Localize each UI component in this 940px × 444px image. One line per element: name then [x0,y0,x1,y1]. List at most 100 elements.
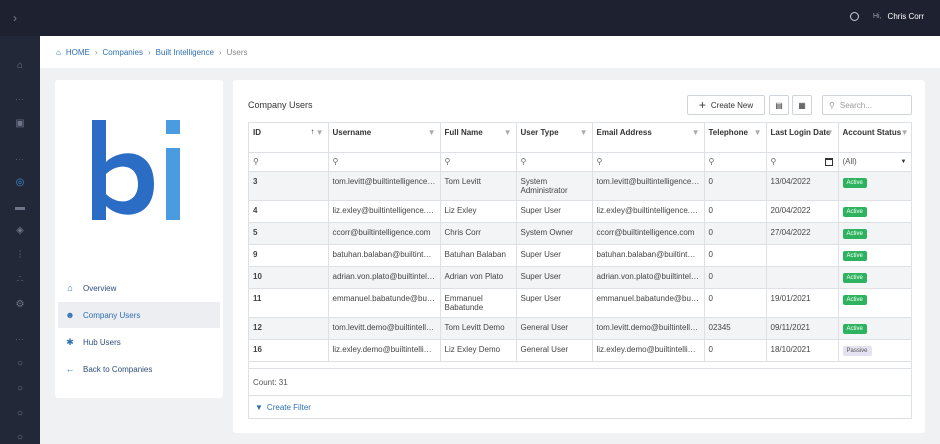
menu-item-label: Company Users [83,310,141,320]
filter-cell-user-type[interactable]: ⚲ [516,152,593,172]
menu-item-back-to-companies[interactable]: ← Back to Companies [58,356,220,382]
sort-asc-icon[interactable]: ↑ [310,127,315,136]
row-count: Count: 31 [248,369,912,396]
gear-icon[interactable]: ⚙ [15,299,25,310]
users-panel: Company Users + Create New ▤ ▦ ⚲ Search.… [233,80,925,433]
filter-icon[interactable]: ▼ [503,128,512,137]
image-icon[interactable]: ▣ [15,118,25,129]
network-icon[interactable]: ∴ [16,274,24,285]
table-row[interactable]: 11emmanuel.babatunde@builtintelligence.c… [249,288,911,318]
home-icon[interactable]: ⌂ [56,47,61,57]
user-menu[interactable]: Hi, Chris Corr [849,12,924,21]
sliders-icon[interactable]: ⫶ [18,250,22,261]
expand-sidebar-icon[interactable]: › [13,11,17,25]
table-row[interactable]: 10adrian.von.plato@builtintelligence.com… [249,266,911,289]
table-row[interactable]: 16liz.exley.demo@builtintelligence.comLi… [249,339,911,362]
cell-id[interactable]: 9 [249,244,329,267]
cell-user-type: Super User [516,200,593,223]
status-badge: Active [842,177,867,188]
filter-icon[interactable]: ▼ [579,128,588,137]
filter-icon[interactable]: ▼ [691,128,700,137]
column-header-id[interactable]: ID ↑ ▼ [249,123,329,153]
cell-last-login [766,244,839,267]
table-row[interactable]: 12tom.levitt.demo@builtintelligence.comT… [249,317,911,340]
menu-item-company-users[interactable]: ☻ Company Users [58,302,220,328]
cell-last-login: 20/04/2022 [766,200,839,223]
filter-cell-telephone[interactable]: ⚲ [704,152,767,172]
cell-username: ccorr@builtintelligence.com [328,222,441,245]
spreadsheet-icon: ▦ [798,100,806,110]
create-filter-button[interactable]: ▼ Create Filter [248,396,912,419]
cell-user-type: System Administrator [516,171,593,201]
cell-id[interactable]: 10 [249,266,329,289]
filter-icon[interactable]: ▼ [315,128,324,137]
column-header-user-type[interactable]: User Type ▼ [516,123,593,153]
filter-cell-email[interactable]: ⚲ [592,152,705,172]
cell-last-login: 13/04/2022 [766,171,839,201]
help-icon[interactable]: ○ [16,432,24,443]
column-header-telephone[interactable]: Telephone ▼ [704,123,767,153]
folder-icon[interactable]: ▬ [15,202,25,213]
cell-id[interactable]: 5 [249,222,329,245]
status-badge: Active [842,206,867,217]
cell-user-type: Super User [516,244,593,267]
search-icon: ⚲ [770,157,777,166]
column-header-email[interactable]: Email Address ▼ [592,123,705,153]
filter-cell-username[interactable]: ⚲ [328,152,441,172]
table-row[interactable]: 4 liz.exley@builtintelligence.com Liz Exle… [249,200,911,223]
filter-icon[interactable]: ▼ [900,128,909,137]
cell-username: tom.levitt.demo@builtintelligence.com [328,317,441,340]
help-icon[interactable]: ○ [16,383,24,394]
column-header-full-name[interactable]: Full Name ▼ [440,123,517,153]
cell-username: batuhan.balaban@builtintelligence.com [328,244,441,267]
column-header-status[interactable]: Account Status ▼ [838,123,911,153]
cell-last-login: 27/04/2022 [766,222,839,245]
cell-full-name: Emmanuel Babatunde [440,288,517,318]
status-badge: Active [842,250,867,261]
breadcrumb-company[interactable]: Built Intelligence [155,47,214,57]
table-row[interactable]: 5 ccorr@builtintelligence.com Chris Corr Sy… [249,222,911,245]
cell-id[interactable]: 16 [249,339,329,362]
filter-cell-full-name[interactable]: ⚲ [440,152,517,172]
create-new-button[interactable]: + Create New [687,95,765,115]
column-header-last-login[interactable]: Last Login Date ▼ [766,123,839,153]
cell-id[interactable]: 11 [249,288,329,318]
cell-email: tom.levitt@builtintelligence.com [592,171,705,201]
table-row[interactable]: 9batuhan.balaban@builtintelligence.comBa… [249,244,911,267]
column-header-username[interactable]: Username ▼ [328,123,441,153]
help-icon[interactable]: ○ [16,358,24,369]
breadcrumb-home[interactable]: HOME [65,47,90,57]
hub-icon: ✱ [66,336,74,347]
filter-icon[interactable]: ▼ [427,128,436,137]
filter-cell-last-login[interactable]: ⚲ [766,152,839,172]
menu-item-overview[interactable]: ⌂ Overview [58,275,220,301]
home-icon[interactable]: ⌂ [16,60,24,71]
export-pdf-button[interactable]: ▤ [769,95,789,115]
search-input[interactable]: ⚲ Search... [822,95,912,115]
cell-id[interactable]: 4 [249,200,329,223]
chevron-right-icon: › [147,47,151,57]
filter-icon[interactable]: ▼ [753,128,762,137]
filter-icon[interactable]: ▼ [825,128,834,137]
cell-id[interactable]: 12 [249,317,329,340]
status-circle-icon[interactable] [849,12,859,21]
side-nav: ⌂ ··· ▣ ··· ◎ ▬ ◈ ⫶ ∴ ⚙ ··· ○ ○ ○ ○ [0,36,40,444]
layers-icon[interactable]: ◈ [16,225,24,236]
filter-cell-id[interactable]: ⚲ [249,152,329,172]
cell-last-login: 09/11/2021 [766,317,839,340]
search-icon: ⚲ [708,157,715,166]
chevron-down-icon[interactable]: ▼ [900,158,907,165]
filter-cell-status[interactable]: (All) ▼ [838,152,911,172]
help-icon[interactable]: ○ [16,408,24,419]
cell-telephone: 0 [704,200,767,223]
cell-id[interactable]: 3 [249,171,329,201]
globe-icon[interactable]: ◎ [15,177,25,188]
breadcrumb-companies[interactable]: Companies [102,47,143,57]
cell-telephone: 0 [704,288,767,318]
export-excel-button[interactable]: ▦ [792,95,812,115]
table-row[interactable]: 3 tom.levitt@builtintelligence.com Tom Lev… [249,171,911,201]
menu-item-hub-users[interactable]: ✱ Hub Users [58,329,220,355]
divider-dots-icon: ··· [15,154,24,164]
calendar-icon[interactable] [824,157,833,166]
user-name[interactable]: Chris Corr [887,12,924,21]
